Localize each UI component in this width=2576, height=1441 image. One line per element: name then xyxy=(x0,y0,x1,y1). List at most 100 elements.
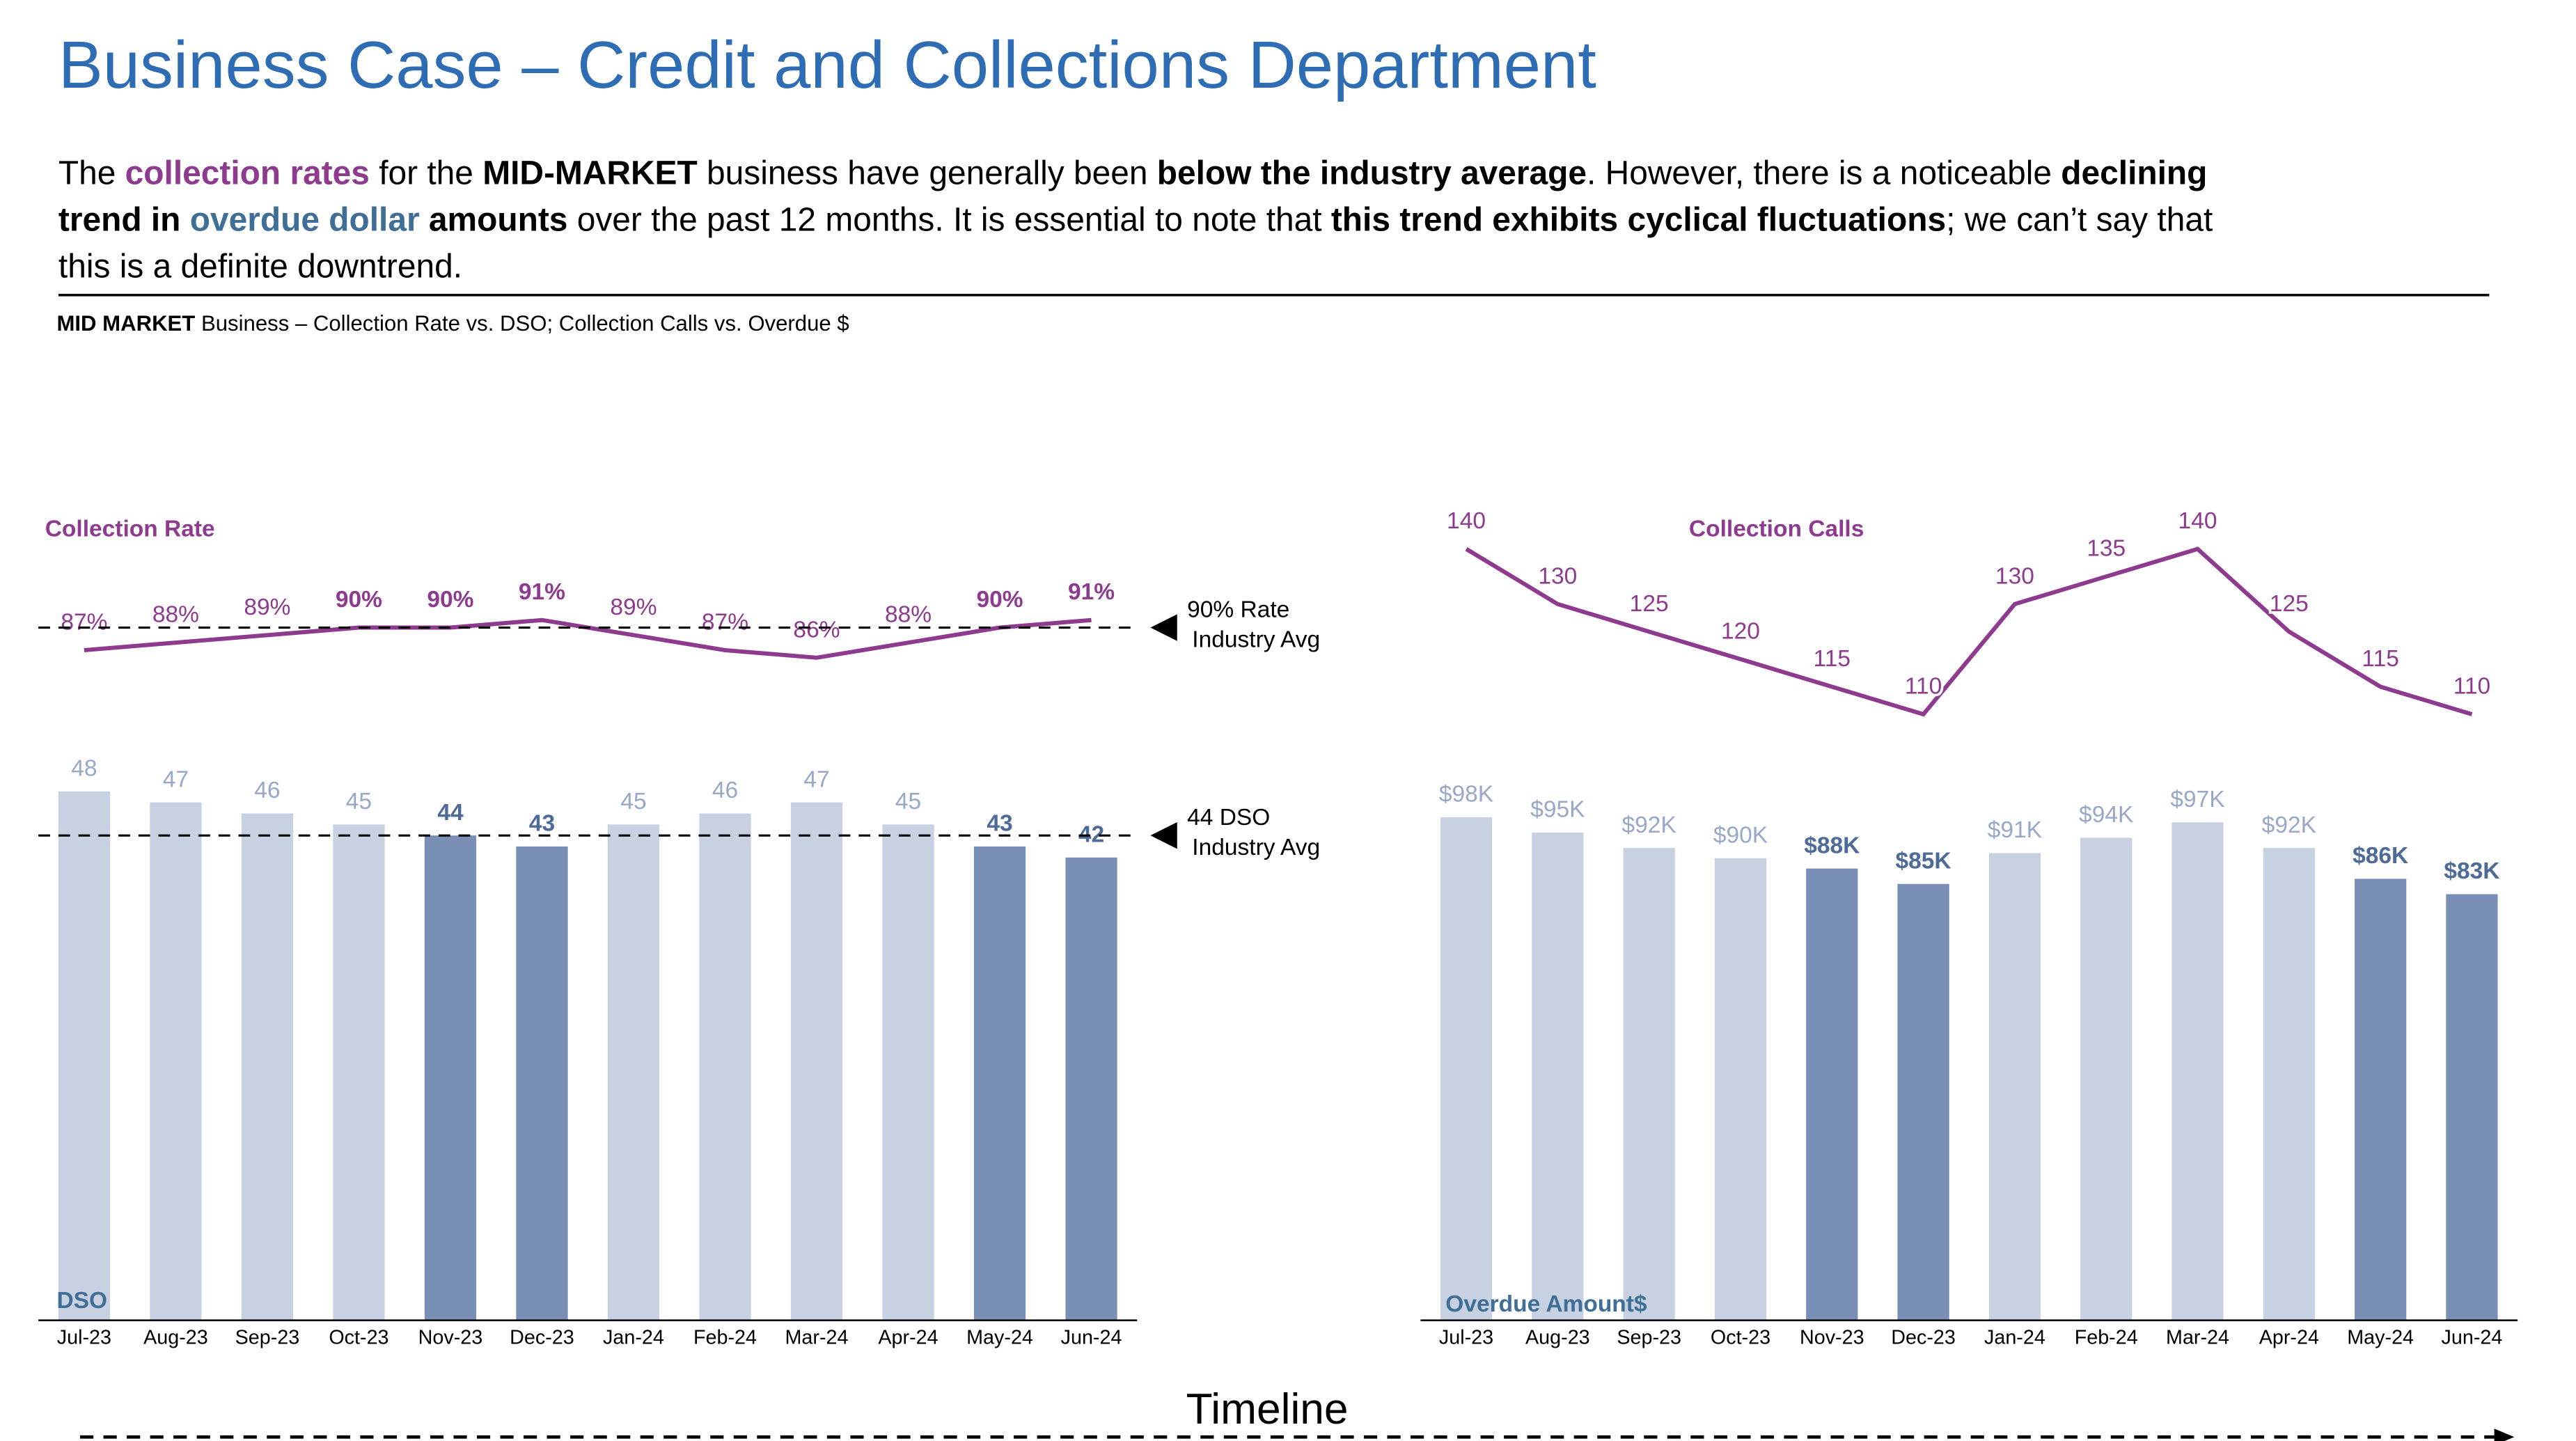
bar-value-label: $95K xyxy=(1530,797,1585,823)
x-tick-label: Oct-23 xyxy=(329,1327,388,1349)
reference-label: Industry Avg xyxy=(1192,835,1320,860)
text-run: this trend exhibits cyclical fluctuation… xyxy=(1331,201,1946,238)
reference-pointer xyxy=(1150,822,1177,849)
x-tick-label: Nov-23 xyxy=(1800,1327,1864,1349)
axis-label: DSO xyxy=(56,1288,107,1314)
bar-value-label: 44 xyxy=(437,800,464,826)
bar xyxy=(1897,883,1949,1321)
bar-value-label: $92K xyxy=(1622,812,1676,838)
bar xyxy=(1806,868,1858,1321)
bar xyxy=(699,813,751,1321)
bar-value-label: 47 xyxy=(163,766,189,792)
line-value-label: 120 xyxy=(1721,618,1760,644)
bar-value-label: 48 xyxy=(71,756,97,782)
line-value-label: 86% xyxy=(793,617,840,643)
x-tick-label: Jan-24 xyxy=(1984,1327,2045,1349)
axis-label: Collection Calls xyxy=(1689,516,1864,542)
x-tick-label: Jan-24 xyxy=(603,1327,664,1349)
bar xyxy=(2171,822,2224,1321)
x-tick-label: Aug-23 xyxy=(1525,1327,1590,1349)
description-line: The collection rates for the MID-MARKET … xyxy=(58,155,2208,191)
x-tick-label: Mar-24 xyxy=(785,1327,849,1349)
bar xyxy=(1623,848,1675,1321)
text-run: collection rates xyxy=(125,155,370,191)
bar-value-label: 43 xyxy=(529,811,555,837)
text-run: over the past 12 months. It is essential… xyxy=(567,201,1330,238)
line-value-label: 87% xyxy=(61,610,107,636)
x-tick-label: May-24 xyxy=(966,1327,1033,1349)
chart-subtitle: MID MARKET Business – Collection Rate vs… xyxy=(56,311,849,336)
bar-value-label: $83K xyxy=(2444,858,2499,884)
reference-label: Industry Avg xyxy=(1192,627,1320,653)
reference-pointer xyxy=(1150,614,1177,641)
line-value-label: 135 xyxy=(2087,536,2126,562)
line-value-label: 140 xyxy=(1447,508,1486,534)
axis-label: Overdue Amount$ xyxy=(1445,1291,1647,1317)
x-tick-label: Aug-23 xyxy=(143,1327,208,1349)
text-run: . However, there is a noticeable xyxy=(1587,155,2061,191)
x-tick-label: Feb-24 xyxy=(2075,1327,2138,1349)
x-tick-label: Jun-24 xyxy=(1061,1327,1122,1349)
line-value-label: 130 xyxy=(1538,563,1577,589)
bar xyxy=(607,824,660,1321)
x-tick-label: Apr-24 xyxy=(878,1327,938,1349)
axis-label: Collection Rate xyxy=(45,516,215,542)
line-value-label: 110 xyxy=(2453,674,2490,700)
bar xyxy=(2080,837,2133,1321)
timeline-arrowhead xyxy=(2494,1428,2515,1441)
bar xyxy=(882,824,934,1321)
slide-title: Business Case – Credit and Collections D… xyxy=(58,28,1596,102)
text-run: Business – Collection Rate vs. DSO; Coll… xyxy=(195,311,849,336)
line-value-label: 115 xyxy=(1814,646,1851,672)
bar-value-label: $92K xyxy=(2262,812,2316,838)
bar-value-label: 46 xyxy=(254,778,280,803)
bar-value-label: 43 xyxy=(987,811,1012,837)
bar xyxy=(516,846,568,1321)
line-value-label: 89% xyxy=(244,594,290,620)
line-value-label: 125 xyxy=(2270,591,2309,617)
line-value-label: 91% xyxy=(519,579,565,605)
bar-value-label: 45 xyxy=(895,789,921,814)
x-tick-label: Jul-23 xyxy=(57,1327,111,1349)
text-run: MID-MARKET xyxy=(482,155,697,191)
bar xyxy=(1440,817,1493,1321)
line-value-label: 90% xyxy=(336,587,382,613)
x-tick-label: Mar-24 xyxy=(2166,1327,2229,1349)
bar xyxy=(1988,853,2041,1321)
timeline-label: Timeline xyxy=(1186,1385,1349,1433)
bar xyxy=(1065,857,1117,1321)
line-value-label: 140 xyxy=(2178,508,2217,534)
bar xyxy=(2355,879,2407,1321)
line-value-label: 90% xyxy=(976,587,1023,613)
bar xyxy=(424,835,477,1321)
bar xyxy=(150,802,202,1321)
bar xyxy=(2263,848,2315,1321)
x-tick-label: Jul-23 xyxy=(1439,1327,1493,1349)
bar-value-label: $86K xyxy=(2353,843,2408,869)
text-run: MID MARKET xyxy=(56,311,195,336)
reference-label: 90% Rate xyxy=(1187,597,1289,622)
x-tick-label: May-24 xyxy=(2347,1327,2414,1349)
x-tick-label: Jun-24 xyxy=(2442,1327,2503,1349)
line-value-label: 88% xyxy=(885,602,932,628)
bar-value-label: 47 xyxy=(803,766,829,792)
description-line: trend in overdue dollar amounts over the… xyxy=(58,201,2213,238)
description-line: this is a definite downtrend. xyxy=(58,248,462,285)
line-value-label: 125 xyxy=(1630,591,1669,617)
bar-value-label: $88K xyxy=(1804,833,1860,858)
text-run: The xyxy=(58,155,125,191)
bar-value-label: $90K xyxy=(1713,823,1768,849)
bar-value-label: 45 xyxy=(346,789,372,814)
bar xyxy=(790,802,843,1321)
x-tick-label: Dec-23 xyxy=(1891,1327,1956,1349)
reference-label: 44 DSO xyxy=(1187,805,1270,830)
bar-value-label: $85K xyxy=(1896,849,1951,874)
text-run: for the xyxy=(370,155,482,191)
bar-value-label: $94K xyxy=(2079,802,2133,828)
bar-value-label: $91K xyxy=(1988,817,2042,843)
x-tick-label: Sep-23 xyxy=(235,1327,300,1349)
text-run: this is a definite downtrend. xyxy=(58,248,462,285)
bar-value-label: $97K xyxy=(2170,787,2224,812)
text-run: below the industry average xyxy=(1157,155,1587,191)
